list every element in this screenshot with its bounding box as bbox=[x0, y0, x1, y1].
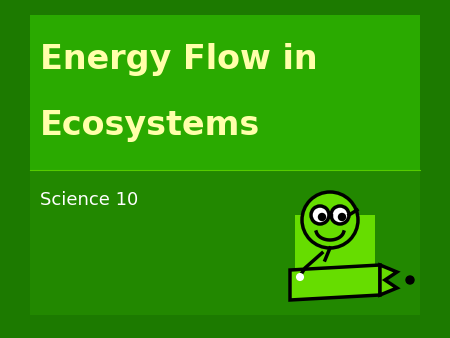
Circle shape bbox=[302, 192, 358, 248]
Text: Ecosystems: Ecosystems bbox=[40, 108, 260, 142]
Bar bbox=[30, 15, 420, 170]
Circle shape bbox=[406, 276, 414, 284]
Circle shape bbox=[297, 274, 303, 280]
Circle shape bbox=[319, 214, 325, 220]
Text: Science 10: Science 10 bbox=[40, 191, 138, 209]
Polygon shape bbox=[290, 265, 380, 300]
Bar bbox=[295, 215, 375, 290]
Bar bbox=[30, 15, 420, 315]
Polygon shape bbox=[380, 265, 397, 295]
Text: Energy Flow in: Energy Flow in bbox=[40, 44, 318, 76]
Circle shape bbox=[338, 214, 346, 220]
Circle shape bbox=[331, 206, 349, 224]
Bar bbox=[30, 170, 420, 315]
Circle shape bbox=[311, 206, 329, 224]
